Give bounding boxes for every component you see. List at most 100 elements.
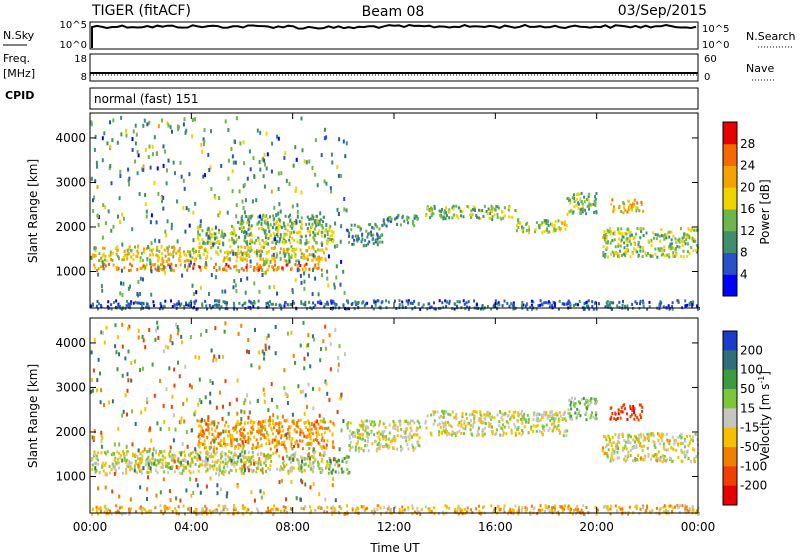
scatter-cell-1-8 bbox=[266, 506, 269, 510]
scatter-cell-0-3 bbox=[298, 220, 301, 224]
sparse-cell-1 bbox=[236, 378, 239, 383]
scatter-cell-1-4 bbox=[527, 421, 530, 424]
scatter-cell-1-0 bbox=[102, 469, 105, 473]
sparse-cell-1 bbox=[213, 439, 216, 444]
sparse-cell-0 bbox=[146, 122, 149, 127]
sparse-cell-0 bbox=[169, 125, 172, 130]
freq-panel: Freq. [MHz] 18 8 60 0 Nave bbox=[3, 52, 774, 83]
scatter-cell-0-6 bbox=[478, 208, 481, 212]
nsky-trace bbox=[91, 23, 697, 48]
sparse-cell-1 bbox=[263, 392, 266, 397]
sparse-cell-1 bbox=[169, 466, 172, 471]
scatter-cell-1-4 bbox=[523, 412, 526, 416]
scatter-cell-1-7 bbox=[647, 453, 650, 457]
sparse-cell-1 bbox=[305, 343, 308, 348]
scatter-cell-0-1 bbox=[299, 248, 302, 252]
scatter-cell-1-8 bbox=[330, 506, 333, 510]
scatter-cell-0-10 bbox=[686, 254, 689, 258]
scatter-cell-0-0 bbox=[198, 265, 201, 269]
scatter-cell-0-1 bbox=[171, 245, 174, 249]
scatter-cell-0-8 bbox=[594, 201, 597, 205]
scatter-cell-0-8 bbox=[577, 206, 580, 210]
sparse-cell-1 bbox=[121, 373, 124, 378]
sparse-cell-1 bbox=[290, 330, 293, 335]
scatter-cell-1-4 bbox=[535, 425, 538, 429]
scatter-cell-1-8 bbox=[414, 510, 417, 514]
sparse-cell-1 bbox=[157, 335, 160, 340]
scatter-cell-0-11 bbox=[373, 300, 376, 304]
power-colorbar-tick: 20 bbox=[740, 180, 755, 194]
sparse-cell-1 bbox=[159, 490, 162, 495]
scatter-cell-1-0 bbox=[320, 453, 323, 457]
scatter-cell-1-3 bbox=[374, 423, 377, 427]
sparse-cell-1 bbox=[297, 384, 300, 389]
scatter-cell-1-1 bbox=[234, 427, 237, 431]
scatter-cell-1-3 bbox=[361, 422, 364, 426]
scatter-cell-1-5 bbox=[574, 411, 577, 415]
scatter-cell-0-11 bbox=[346, 307, 349, 311]
sparse-cell-1 bbox=[125, 444, 128, 449]
scatter-cell-0-11 bbox=[361, 300, 364, 304]
scatter-cell-0-9 bbox=[623, 202, 625, 206]
sparse-cell-1 bbox=[131, 442, 134, 447]
scatter-cell-0-0 bbox=[157, 264, 159, 268]
scatter-cell-0-8 bbox=[577, 201, 579, 205]
scatter-cell-0-6 bbox=[508, 206, 510, 209]
sparse-cell-0 bbox=[202, 174, 205, 179]
scatter-cell-0-11 bbox=[107, 307, 110, 311]
scatter-cell-0-3 bbox=[278, 218, 281, 222]
sparse-cell-1 bbox=[122, 409, 125, 414]
scatter-cell-0-1 bbox=[124, 253, 127, 257]
scatter-cell-0-11 bbox=[422, 303, 425, 307]
scatter-cell-0-10 bbox=[692, 249, 695, 253]
sparse-cell-0 bbox=[259, 253, 262, 258]
scatter-cell-1-0 bbox=[261, 471, 264, 475]
sparse-cell-1 bbox=[146, 397, 149, 402]
sparse-cell-0 bbox=[152, 152, 154, 157]
scatter-cell-0-2 bbox=[264, 233, 267, 237]
sparse-cell-1 bbox=[169, 498, 172, 503]
scatter-cell-0-1 bbox=[122, 256, 125, 259]
scatter-cell-1-0 bbox=[140, 469, 143, 472]
scatter-cell-1-8 bbox=[681, 504, 684, 508]
sparse-cell-0 bbox=[263, 184, 266, 189]
scatter-cell-0-3 bbox=[257, 215, 260, 219]
sparse-cell-1 bbox=[239, 452, 242, 457]
scatter-cell-1-8 bbox=[557, 512, 560, 516]
sparse-cell-0 bbox=[279, 256, 282, 261]
scatter-cell-0-1 bbox=[116, 248, 119, 252]
scatter-cell-1-1 bbox=[239, 422, 242, 426]
scatter-cell-1-1 bbox=[295, 424, 298, 428]
scatter-cell-0-2 bbox=[249, 239, 252, 243]
scatter-cell-1-8 bbox=[309, 505, 311, 509]
scatter-cell-0-11 bbox=[659, 300, 662, 304]
scatter-cell-1-0 bbox=[162, 464, 164, 468]
scatter-cell-0-2 bbox=[309, 233, 311, 237]
scatter-cell-0-11 bbox=[585, 304, 588, 308]
scatter-cell-1-7 bbox=[618, 441, 621, 445]
scatter-cell-1-7 bbox=[622, 446, 624, 450]
scatter-cell-0-6 bbox=[455, 204, 458, 208]
sparse-cell-1 bbox=[299, 390, 302, 394]
scatter-cell-0-9 bbox=[629, 204, 632, 208]
scatter-cell-0-10 bbox=[617, 231, 620, 235]
nave-label: Nave bbox=[746, 62, 774, 75]
scatter-cell-1-4 bbox=[468, 413, 471, 417]
scatter-cell-1-8 bbox=[547, 505, 550, 509]
scatter-cell-1-1 bbox=[213, 435, 216, 439]
scatter-cell-0-0 bbox=[274, 263, 276, 267]
sparse-cell-1 bbox=[127, 349, 130, 354]
scatter-cell-0-7 bbox=[517, 221, 520, 225]
scatter-cell-0-3 bbox=[239, 220, 242, 224]
scatter-cell-0-11 bbox=[494, 299, 497, 303]
scatter-cell-0-0 bbox=[233, 265, 236, 269]
sparse-cell-1 bbox=[108, 400, 111, 405]
sparse-cell-0 bbox=[147, 245, 150, 249]
sparse-cell-1 bbox=[169, 445, 172, 450]
scatter-cell-1-1 bbox=[241, 426, 244, 430]
sparse-cell-1 bbox=[186, 444, 189, 449]
scatter-cell-0-11 bbox=[448, 301, 451, 305]
scatter-cell-1-8 bbox=[142, 507, 145, 511]
sparse-cell-0 bbox=[136, 292, 139, 296]
